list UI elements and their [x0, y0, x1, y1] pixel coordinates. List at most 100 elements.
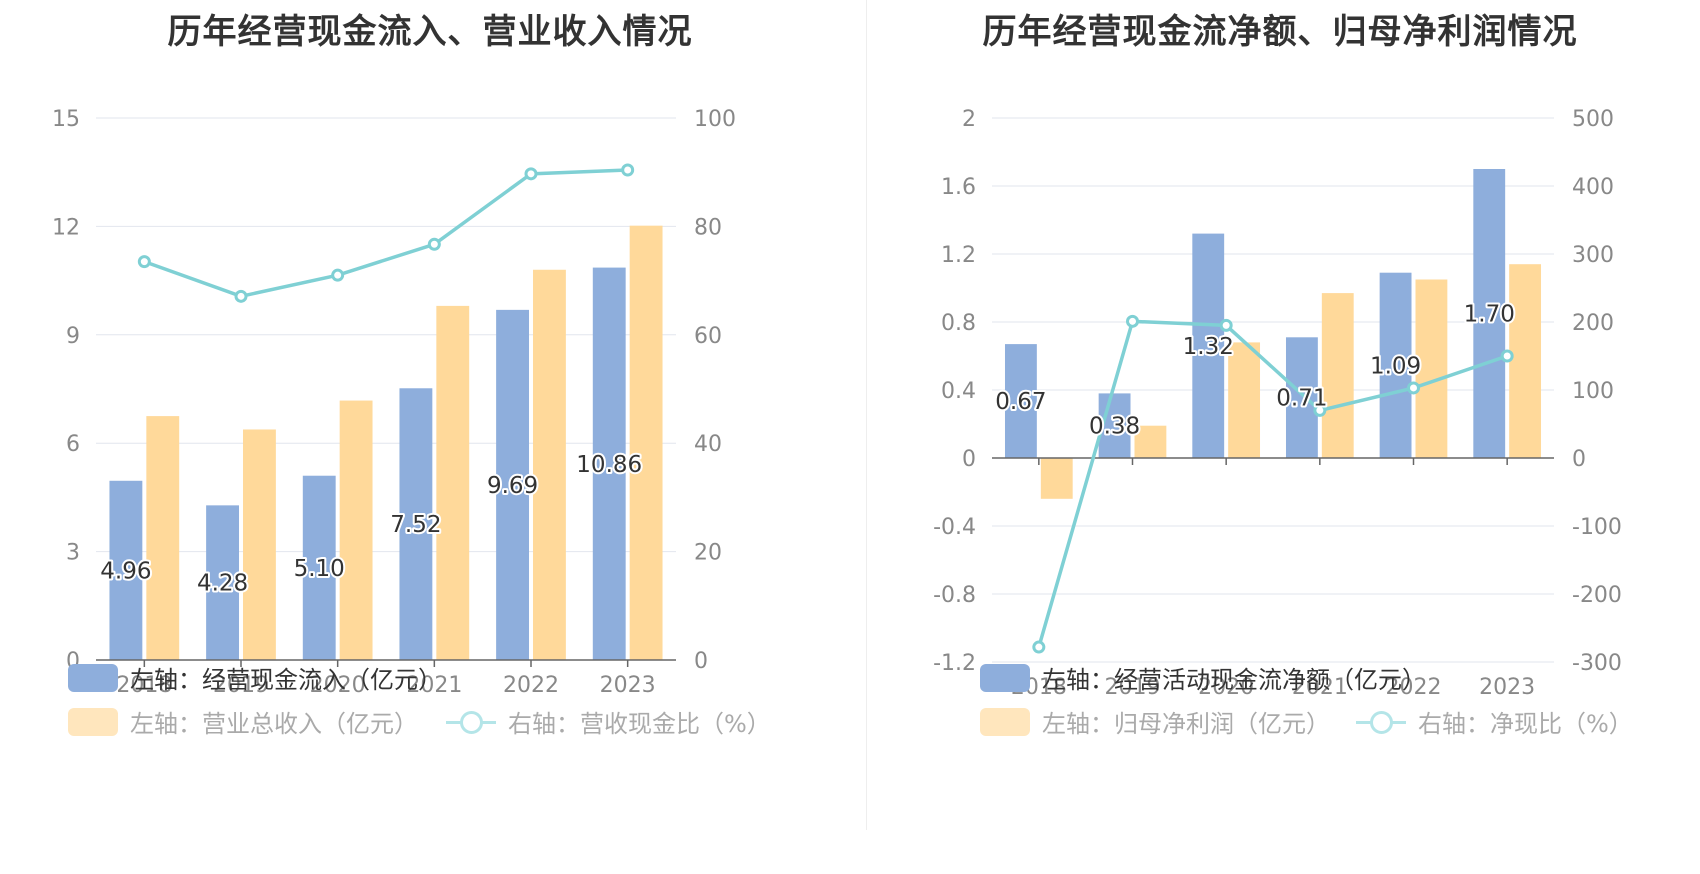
- legend-swatch-blue: [980, 663, 1030, 692]
- y-right-tick-label: 60: [694, 324, 722, 349]
- bar-primary: [1192, 233, 1225, 458]
- bar-secondary: [1321, 293, 1354, 458]
- bar-data-label: 7.52: [390, 512, 441, 538]
- left-chart-title: 历年经营现金流入、营业收入情况: [167, 12, 693, 52]
- bar-primary: [1004, 344, 1037, 458]
- y-right-tick-label: -100: [1572, 515, 1622, 540]
- left-chart-panel: 历年经营现金流入、营业收入情况 0 3 6 9 12 15 0 20 40 60 80 100 2018…: [52, 12, 771, 739]
- legend-label: 右轴：净现比（%）: [1418, 710, 1633, 738]
- right-chart-panel: 历年经营现金流净额、归母净利润情况 -1.2 -0.8 -0.4 0 0.4 0.8 1.2…: [860, 0, 1700, 874]
- legend-label: 左轴：归母净利润（亿元）: [1042, 710, 1330, 738]
- bar-data-label: 10.86: [576, 452, 642, 478]
- x-tick-label: 2020: [310, 673, 366, 698]
- y-left-tick-label: -1.2: [933, 651, 976, 676]
- bar-secondary: [629, 225, 663, 660]
- bar-data-label: 0.67: [995, 389, 1046, 415]
- y-left-tick-label: 0.4: [941, 379, 976, 404]
- left-legend-cash-inflow[interactable]: 左轴：经营现金流入（亿元）: [68, 660, 442, 695]
- y-left-tick-label: -0.4: [933, 515, 976, 540]
- bar-secondary: [1134, 425, 1167, 458]
- bar-primary: [496, 309, 529, 660]
- bar-data-label: 9.69: [487, 473, 538, 499]
- ratio-point: [234, 289, 248, 303]
- ratio-point: [621, 163, 635, 177]
- y-left-tick-label: 2: [962, 107, 976, 132]
- ratio-point: [427, 237, 441, 251]
- x-tick-label: 2023: [1479, 675, 1535, 700]
- bar-secondary: [146, 416, 180, 660]
- y-right-tick-label: 300: [1572, 243, 1614, 268]
- legend-label: 左轴：经营现金流入（亿元）: [130, 666, 442, 694]
- y-left-tick-label: 9: [66, 324, 80, 349]
- x-tick-label: 2022: [503, 673, 559, 698]
- panel-divider: [866, 0, 867, 830]
- bar-primary: [1285, 337, 1318, 458]
- x-tick-label: 2020: [1198, 675, 1254, 700]
- y-right-tick-label: 0: [1572, 447, 1586, 472]
- bar-secondary: [1040, 458, 1073, 499]
- x-tick-label: 2023: [600, 673, 656, 698]
- bar-secondary: [1415, 279, 1448, 458]
- y-right-tick-label: 80: [694, 215, 722, 240]
- bar-data-label: 1.09: [1370, 353, 1421, 379]
- legend-swatch-orange: [68, 707, 118, 736]
- bar-secondary: [243, 429, 276, 660]
- y-left-tick-label: -0.8: [933, 583, 976, 608]
- bar-data-label: 1.70: [1464, 302, 1515, 328]
- left-legend-ratio[interactable]: 右轴：营收现金比（%）: [446, 704, 771, 739]
- bar-data-label: 4.96: [100, 558, 151, 584]
- legend-label: 右轴：营收现金比（%）: [508, 710, 771, 738]
- y-right-tick-label: 100: [694, 107, 736, 132]
- y-right-tick-label: 40: [694, 432, 722, 457]
- legend-swatch-blue: [68, 663, 118, 692]
- bar-primary: [1473, 169, 1506, 458]
- right-chart-svg: -1.2 -0.8 -0.4 0 0.4 0.8 1.2 1.6 2 -300 -200 -100 0 1…: [933, 107, 1622, 700]
- y-left-tick-label: 1.2: [941, 243, 976, 268]
- right-legend-ratio[interactable]: 右轴：净现比（%）: [1356, 704, 1633, 739]
- bar-data-label: 1.32: [1183, 334, 1234, 360]
- legend-swatch-orange: [980, 707, 1030, 736]
- right-legend-net-cash[interactable]: 左轴：经营活动现金流净额（亿元）: [980, 660, 1426, 695]
- y-right-tick-label: 400: [1572, 175, 1614, 200]
- ratio-point: [524, 167, 538, 181]
- bar-primary: [399, 388, 433, 660]
- y-right-tick-label: 200: [1572, 311, 1614, 336]
- bar-primary: [109, 480, 143, 660]
- legend-label: 左轴：经营活动现金流净额（亿元）: [1042, 666, 1426, 694]
- bar-data-label: 0.38: [1089, 414, 1140, 440]
- y-right-tick-label: 0: [694, 649, 708, 674]
- y-left-tick-label: 6: [66, 432, 80, 457]
- y-left-tick-label: 1.6: [941, 175, 976, 200]
- bar-secondary: [1228, 342, 1261, 458]
- y-right-tick-label: 100: [1572, 379, 1614, 404]
- y-left-tick-label: 0.8: [941, 311, 976, 336]
- bar-secondary: [339, 400, 373, 660]
- y-left-tick-label: 12: [52, 215, 80, 240]
- ratio-line: [1037, 319, 1508, 648]
- legend-line-marker-icon: [1356, 708, 1406, 736]
- ratio-point: [1407, 381, 1420, 395]
- y-right-tick-label: 20: [694, 541, 722, 566]
- ratio-line: [143, 168, 628, 299]
- left-legend-revenue[interactable]: 左轴：营业总收入（亿元）: [68, 704, 418, 739]
- bar-data-label: 4.28: [197, 571, 248, 597]
- legend-label: 左轴：营业总收入（亿元）: [130, 710, 418, 738]
- y-left-tick-label: 3: [66, 541, 80, 566]
- bar-secondary: [436, 305, 470, 660]
- ratio-point: [1032, 640, 1046, 654]
- ratio-point: [137, 255, 151, 269]
- ratio-point: [1219, 318, 1233, 332]
- y-right-tick-label: -300: [1572, 651, 1622, 676]
- bar-data-label: 0.71: [1276, 386, 1327, 412]
- right-legend-net-profit[interactable]: 左轴：归母净利润（亿元）: [980, 704, 1330, 739]
- bar-primary: [206, 505, 239, 660]
- x-tick-label: 2019: [1105, 675, 1161, 700]
- bar-primary: [302, 475, 336, 660]
- bar-secondary: [1509, 264, 1542, 458]
- right-chart-title: 历年经营现金流净额、归母净利润情况: [982, 12, 1578, 52]
- y-left-tick-label: 0: [962, 447, 976, 472]
- ratio-point: [1500, 349, 1514, 363]
- bar-primary: [1379, 272, 1412, 458]
- y-right-tick-label: 500: [1572, 107, 1614, 132]
